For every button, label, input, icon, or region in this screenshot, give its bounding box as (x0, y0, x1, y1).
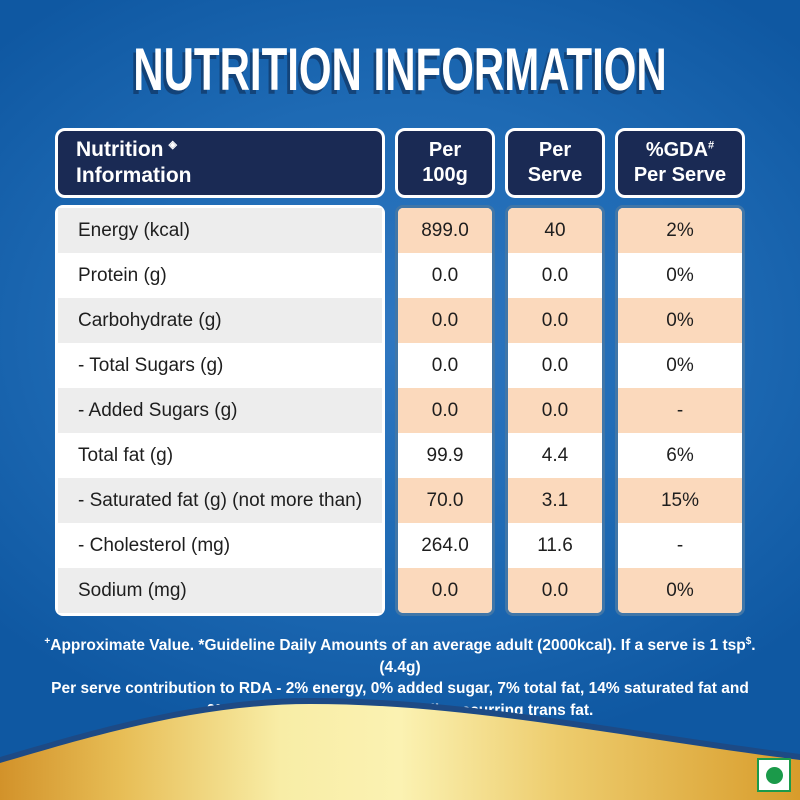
cell-per-100g: 99.9 (426, 444, 464, 466)
cell-gda: 0% (666, 264, 694, 286)
cell-per-100g: 264.0 (421, 534, 469, 556)
cell-per-serve: 11.6 (537, 534, 573, 556)
cell-per-100g: 0.0 (398, 568, 492, 613)
cell-gda: - (676, 534, 684, 556)
cell-per-100g: 0.0 (431, 264, 459, 286)
cell-per-serve: 0.0 (508, 568, 602, 613)
wave-gold-fill (0, 704, 800, 800)
footnote-line-1: +Approximate Value. *Guideline Daily Amo… (44, 636, 756, 676)
hash-superscript: # (708, 139, 715, 152)
cell-gda: - (618, 388, 742, 433)
cell-per-serve: 0.0 (541, 264, 569, 286)
cell-per-serve: 0.0 (541, 354, 569, 376)
row-label: - Added Sugars (g) (58, 388, 382, 433)
diamond-marker-icon: ◈ (168, 139, 177, 151)
cell-gda: 6% (666, 444, 694, 466)
table-header-row: Nutrition ◈ Information Per 100g Per Serv… (55, 128, 745, 198)
footnote-line-2: Per serve contribution to RDA - 2% energ… (51, 680, 749, 698)
header-col0-line2: Information (76, 164, 192, 187)
cell-gda: 0% (618, 568, 742, 613)
page-title: NUTRITION INFORMATION (133, 36, 667, 103)
cell-per-serve: 40 (508, 208, 602, 253)
cell-per-100g: 0.0 (398, 298, 492, 343)
cell-per-serve: 4.4 (541, 444, 569, 466)
header-col0-line1: Nutrition ◈ (76, 138, 177, 161)
header-nutrition-information: Nutrition ◈ Information (55, 128, 385, 198)
row-label: Protein (g) (78, 264, 167, 286)
cell-per-serve: 0.0 (508, 298, 602, 343)
cell-per-100g: 70.0 (398, 478, 492, 523)
bottom-wave (0, 685, 800, 800)
cell-per-serve: 3.1 (508, 478, 602, 523)
row-label: Carbohydrate (g) (58, 298, 382, 343)
header-per-serve: Per Serve (505, 128, 605, 198)
cell-per-serve: 0.0 (508, 388, 602, 433)
cell-per-100g: 0.0 (431, 354, 459, 376)
row-label: - Saturated fat (g) (not more than) (58, 478, 382, 523)
row-label: Total fat (g) (78, 444, 174, 466)
cell-gda: 0% (618, 298, 742, 343)
veg-mark-icon (757, 758, 791, 792)
plus-superscript: + (44, 636, 51, 647)
row-label: Energy (kcal) (58, 208, 382, 253)
cell-per-100g: 899.0 (398, 208, 492, 253)
per-100g-column: 899.0 0.0 0.0 0.0 0.0 99.9 70.0 264.0 0.… (395, 205, 495, 616)
gda-per-serve-column: 2% 0% 0% 0% - 6% 15% - 0% (615, 205, 745, 616)
dollar-superscript: $ (745, 636, 752, 647)
nutrition-table: Nutrition ◈ Information Per 100g Per Serv… (55, 128, 745, 616)
header-per-100g: Per 100g (395, 128, 495, 198)
cell-gda: 0% (666, 354, 694, 376)
row-label: - Total Sugars (g) (78, 354, 224, 376)
table-body: Energy (kcal) Protein (g) Carbohydrate (… (55, 205, 745, 616)
per-serve-column: 40 0.0 0.0 0.0 0.0 4.4 3.1 11.6 0.0 (505, 205, 605, 616)
labels-column: Energy (kcal) Protein (g) Carbohydrate (… (55, 205, 385, 616)
cell-gda: 2% (618, 208, 742, 253)
veg-mark-dot (765, 766, 783, 784)
row-label: Sodium (mg) (58, 568, 382, 613)
cell-gda: 15% (618, 478, 742, 523)
header-gda-per-serve: %GDA# Per Serve (615, 128, 745, 198)
row-label: - Cholesterol (mg) (78, 534, 231, 556)
cell-per-100g: 0.0 (398, 388, 492, 433)
